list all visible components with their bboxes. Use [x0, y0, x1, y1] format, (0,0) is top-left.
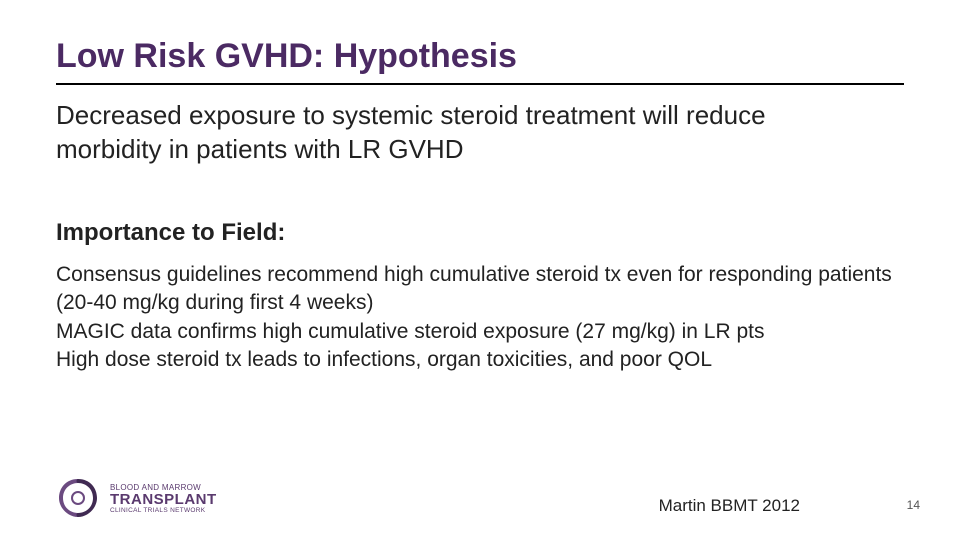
importance-line: High dose steroid tx leads to infections…	[56, 346, 896, 374]
title-underline	[56, 83, 904, 85]
importance-body: Consensus guidelines recommend high cumu…	[56, 261, 896, 374]
hypothesis-text: Decreased exposure to systemic steroid t…	[56, 99, 876, 167]
org-logo: BLOOD AND MARROW TRANSPLANT CLINICAL TRI…	[56, 476, 217, 520]
importance-heading: Importance to Field:	[56, 219, 904, 247]
logo-line3: CLINICAL TRIALS NETWORK	[110, 507, 217, 514]
importance-line: Consensus guidelines recommend high cumu…	[56, 261, 896, 318]
page-number: 14	[907, 498, 920, 512]
slide: Low Risk GVHD: Hypothesis Decreased expo…	[0, 0, 960, 540]
logo-icon	[56, 476, 100, 520]
citation: Martin BBMT 2012	[659, 496, 800, 516]
slide-title: Low Risk GVHD: Hypothesis	[56, 38, 904, 81]
footer: BLOOD AND MARROW TRANSPLANT CLINICAL TRI…	[0, 464, 960, 520]
importance-line: MAGIC data confirms high cumulative ster…	[56, 318, 896, 346]
logo-text: BLOOD AND MARROW TRANSPLANT CLINICAL TRI…	[110, 483, 217, 514]
logo-line2: TRANSPLANT	[110, 492, 217, 507]
